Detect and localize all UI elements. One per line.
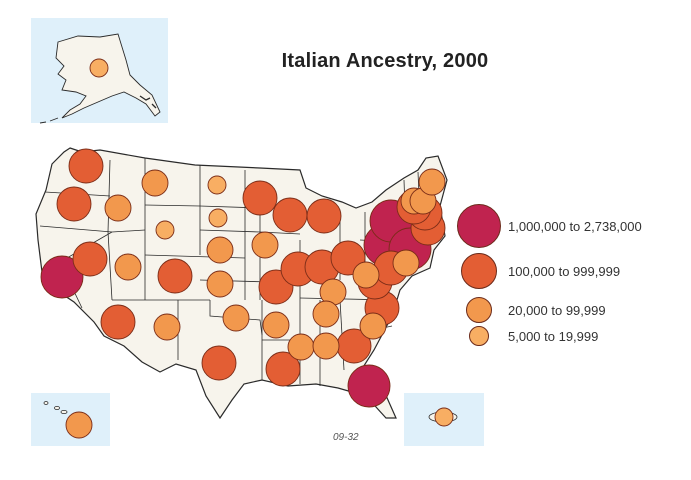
legend-item-3: 20,000 to 99,999 [455,290,606,330]
symbol-sc [359,312,387,340]
symbol-al [312,332,340,360]
legend-item-4: 5,000 to 19,999 [455,316,598,356]
symbol-az [100,304,136,340]
symbol-fl [347,364,391,408]
map-title: Italian Ancestry, 2000 [281,50,489,72]
alaska-shape [55,33,161,119]
symbol-nv [72,241,108,277]
legend-label: 1,000,000 to 2,738,000 [508,218,642,234]
aleutian-islands [39,117,59,124]
symbol-mi [306,198,342,234]
symbol-tx [201,345,237,381]
state-symbols [40,58,454,439]
symbol-mt [141,169,169,197]
symbol-id [104,194,132,222]
symbol-ms [287,333,315,361]
legend-label: 20,000 to 99,999 [508,302,606,318]
legend-label: 5,000 to 19,999 [508,328,599,344]
symbol-pr [434,407,454,427]
symbol-ar [262,311,290,339]
legend-symbol [455,316,503,356]
symbol-ak [89,58,109,78]
symbol-sd [208,208,228,228]
symbol-hi [65,411,93,439]
legend-symbol [455,290,503,330]
symbol-de [392,249,420,277]
symbol-co [157,258,193,294]
symbol-mn [242,180,278,216]
symbol-nm [153,313,181,341]
symbol-or [56,186,92,222]
legend-label: 100,000 to 999,999 [508,263,621,279]
alaska-islands [139,95,157,109]
symbol-la [265,351,301,387]
symbol-wy [155,220,175,240]
figure-code: 09-32 [333,432,359,443]
symbol-ks [206,270,234,298]
symbol-me [418,168,446,196]
legend-item-1: 1,000,000 to 2,738,000 [455,204,642,248]
symbol-ia [251,231,279,259]
legend-item-2: 100,000 to 999,999 [455,251,620,291]
symbol-tn [312,300,340,328]
symbol-wv [352,261,380,289]
symbol-ca [40,255,84,299]
legend-symbol [455,204,503,248]
symbol-nd [207,175,227,195]
symbol-wa [68,148,104,184]
symbol-ut [114,253,142,281]
symbol-wi [272,197,308,233]
symbol-ok [222,304,250,332]
legend-symbol [455,251,503,291]
symbol-ne [206,236,234,264]
